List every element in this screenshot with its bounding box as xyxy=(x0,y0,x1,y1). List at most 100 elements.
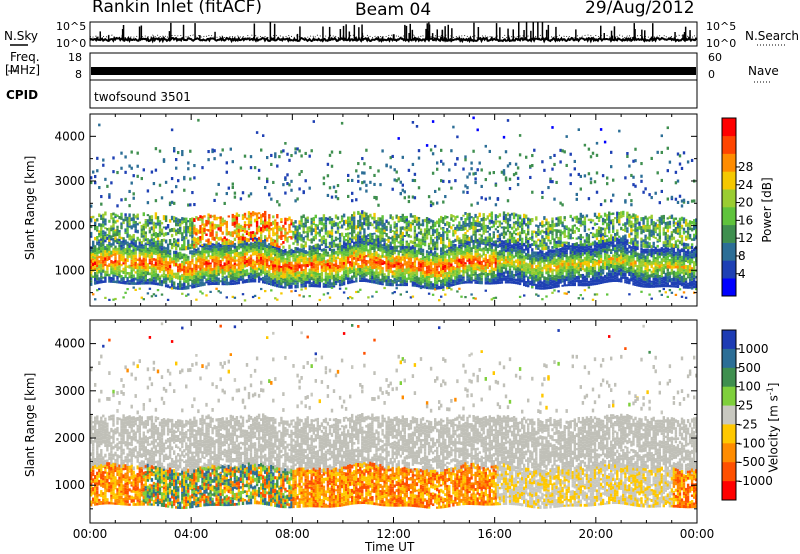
power-cell xyxy=(514,171,518,175)
power-cell xyxy=(241,216,245,220)
power-cell xyxy=(521,231,524,235)
power-cell xyxy=(444,222,447,227)
power-cell xyxy=(162,226,166,229)
power-cell xyxy=(541,224,544,228)
power-cell xyxy=(148,229,152,234)
power-cell xyxy=(146,222,150,227)
power-cell xyxy=(306,263,309,268)
power-cell xyxy=(539,287,542,290)
power-cell xyxy=(476,255,479,258)
power-cell xyxy=(209,264,212,268)
power-cell xyxy=(209,247,212,251)
power-cell xyxy=(391,292,394,295)
power-cell xyxy=(104,231,107,235)
power-cell xyxy=(247,272,251,275)
power-cell xyxy=(537,247,540,250)
power-cell xyxy=(367,249,370,252)
power-cell xyxy=(241,262,245,267)
power-cell xyxy=(286,238,289,243)
power-cell xyxy=(302,222,305,225)
power-cell xyxy=(134,244,137,247)
power-cell xyxy=(245,279,249,283)
power-cell xyxy=(304,287,307,290)
power-cell xyxy=(98,250,101,254)
power-cell xyxy=(243,224,247,228)
power-cell xyxy=(450,274,453,279)
power-cell xyxy=(314,263,317,266)
power-cell xyxy=(185,246,188,251)
power-cell xyxy=(292,253,295,258)
power-cell xyxy=(175,158,178,162)
power-cell xyxy=(436,260,439,264)
power-cell xyxy=(347,251,350,254)
power-cell xyxy=(255,247,259,252)
power-cell xyxy=(164,280,168,283)
power-cell xyxy=(357,247,360,250)
power-cell xyxy=(504,214,508,217)
power-cell xyxy=(150,226,154,231)
power-cell xyxy=(555,269,558,272)
power-cell xyxy=(237,243,241,247)
power-cell xyxy=(146,238,150,241)
power-cell xyxy=(229,268,232,273)
power-cell xyxy=(389,264,392,268)
noise-spike xyxy=(431,33,434,40)
power-cell xyxy=(162,232,166,237)
power-cell xyxy=(300,225,303,228)
power-cell xyxy=(98,255,101,259)
power-cell xyxy=(484,197,487,201)
power-cell xyxy=(347,194,350,198)
power-cell xyxy=(203,250,206,254)
power-cell xyxy=(553,238,556,243)
power-cell xyxy=(391,255,394,259)
power-cell xyxy=(203,253,206,257)
power-cell xyxy=(523,257,526,262)
power-cell xyxy=(381,262,384,265)
power-cell xyxy=(164,255,168,258)
power-cell xyxy=(417,225,421,230)
power-cell xyxy=(494,254,498,258)
power-cell xyxy=(181,264,184,269)
power-cell xyxy=(316,275,319,278)
power-cell xyxy=(288,230,291,233)
power-cell xyxy=(525,275,528,278)
power-cell xyxy=(559,236,562,241)
power-cell xyxy=(375,263,378,266)
power-cell xyxy=(120,241,123,244)
power-cell xyxy=(476,224,479,227)
power-cell xyxy=(152,229,156,233)
power-cell xyxy=(381,227,384,231)
power-cell xyxy=(241,225,245,228)
power-cell xyxy=(369,279,372,283)
power-cell xyxy=(290,255,293,258)
power-cell xyxy=(340,274,344,277)
power-cell xyxy=(217,242,220,245)
power-cell xyxy=(270,253,273,258)
power-cell xyxy=(249,223,253,227)
power-cell xyxy=(272,238,275,242)
power-cell xyxy=(177,238,180,242)
power-cell xyxy=(223,276,226,279)
power-cell xyxy=(136,245,139,249)
power-cell xyxy=(529,256,532,261)
power-cell xyxy=(401,283,404,287)
power-cell xyxy=(442,276,445,279)
power-cell xyxy=(112,217,115,220)
power-cell xyxy=(344,242,348,247)
power-cell xyxy=(417,258,421,262)
power-cell xyxy=(419,277,423,280)
power-cell xyxy=(276,265,279,269)
power-cell xyxy=(498,255,502,260)
power-cell xyxy=(298,271,301,275)
power-cell xyxy=(233,248,237,253)
power-cell xyxy=(434,256,437,261)
power-cell xyxy=(231,264,234,267)
power-cell xyxy=(205,243,208,248)
power-cell xyxy=(555,232,558,237)
power-cell xyxy=(357,270,360,274)
power-cell xyxy=(266,256,269,259)
power-cell xyxy=(231,273,234,276)
power-cell xyxy=(100,231,103,234)
power-cell xyxy=(521,222,524,226)
power-cell xyxy=(241,256,245,260)
